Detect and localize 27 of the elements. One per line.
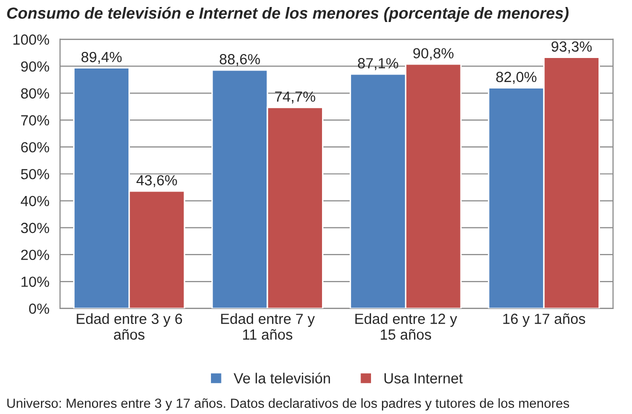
y-tick-label: 20%: [21, 250, 50, 260]
data-label: 89,4%: [81, 52, 122, 64]
x-tick-label: Edad entre 3 y 6 años: [76, 313, 182, 340]
data-label: 90,8%: [413, 48, 454, 60]
x-tick-label: Edad entre 12 y 15 años: [355, 313, 458, 340]
y-tick-label: 40%: [20, 196, 50, 206]
y-tick-label: 100%: [13, 34, 50, 45]
y-tick-label: 30%: [20, 222, 50, 234]
y-tick-label: 10%: [22, 276, 50, 287]
y-tick-label: 70%: [21, 115, 50, 126]
data-label: 43,6%: [136, 175, 177, 188]
data-label: 88,6%: [220, 54, 260, 66]
legend-label: Usa Internet: [384, 373, 463, 384]
x-tick-label: 16 y 17 años: [503, 313, 586, 327]
y-tick-label: 60%: [21, 142, 50, 152]
data-label: 74,7%: [275, 91, 316, 104]
data-label: 93,3%: [552, 41, 592, 54]
y-tick-label: 80%: [21, 88, 50, 99]
y-tick-label: 90%: [21, 61, 50, 72]
data-label: 82,0%: [496, 72, 536, 84]
data-label: 87,1%: [358, 58, 398, 70]
y-tick-label: 0%: [29, 304, 50, 314]
legend-label: Ve la televisión: [234, 372, 330, 384]
x-tick-label: Edad entre 7 y 11 años: [221, 313, 315, 340]
text: Universo: Menores entre 3 y 17 años. Datos declarativos de los padres y tutores de los menores: [7, 398, 570, 411]
y-tick-label: 50%: [21, 168, 50, 180]
chart-title: Consumo de televisión e Internet de los menores (porcentaje de menores): [7, 6, 569, 22]
